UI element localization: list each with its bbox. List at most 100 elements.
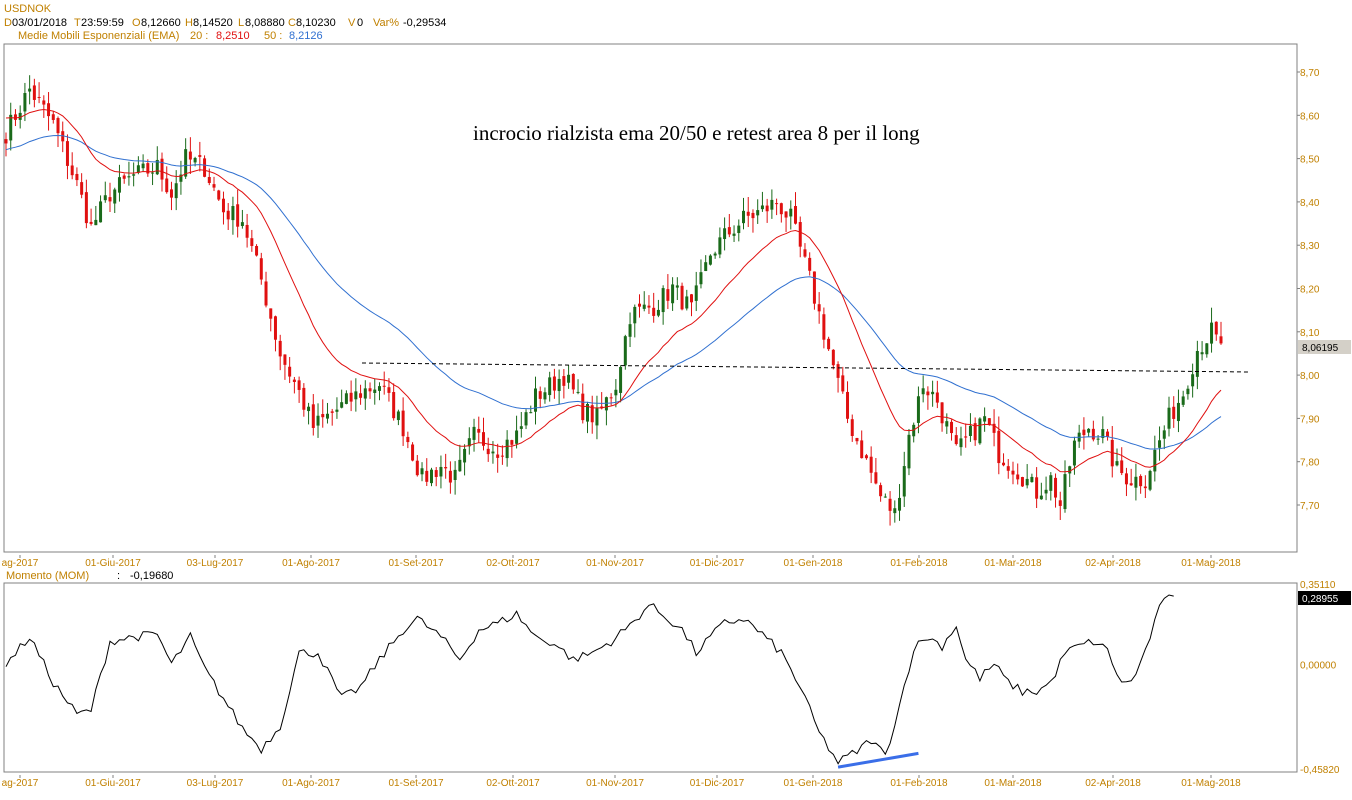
candle: [75, 167, 79, 187]
price-y-axis: 8,70 8,60 8,50 8,40 8,30 8,20 8,10 8,00 7,90 7,80…: [1297, 68, 1320, 512]
candle: [1087, 428, 1091, 437]
momentum-y-axis: 0,35110 0,00000 -0,45820: [1300, 580, 1340, 776]
candle: [1101, 416, 1105, 444]
candle: [486, 437, 490, 462]
candle: [160, 152, 164, 192]
candle: [302, 383, 306, 417]
momentum-last-label: 0,28955: [1302, 594, 1339, 605]
price-x-tick-label: 01-Mar-2018: [984, 558, 1042, 569]
candle: [983, 407, 987, 432]
price-y-tick-label: 8,10: [1300, 328, 1320, 339]
candle: [307, 402, 311, 425]
candle: [916, 386, 920, 434]
price-y-tick-label: 7,90: [1300, 414, 1320, 425]
candle: [136, 156, 140, 175]
open-value: 8,12660: [141, 17, 181, 29]
candle: [1049, 472, 1053, 501]
candle: [481, 417, 485, 451]
date-value: 03/01/2018: [12, 17, 67, 29]
candle: [122, 173, 126, 184]
candle: [1020, 476, 1024, 488]
momentum-x-tick-label: 01-Giu-2017: [85, 778, 141, 789]
price-y-tick-label: 7,80: [1300, 458, 1320, 469]
candle: [935, 380, 939, 409]
candle: [671, 277, 675, 311]
candle: [1039, 482, 1043, 500]
candle: [538, 386, 542, 409]
momentum-x-tick-label: 02-Ott-2017: [486, 778, 540, 789]
candle: [363, 380, 367, 410]
momentum-x-tick-label: 01-Mar-2018: [984, 778, 1042, 789]
momentum-label: Momento (MOM): [6, 570, 89, 582]
candle: [1176, 389, 1180, 433]
candle: [723, 217, 727, 251]
volume-value: 0: [357, 17, 363, 29]
momentum-value: -0,19680: [130, 570, 173, 582]
price-x-tick-label: 01-Dic-2017: [690, 558, 745, 569]
candle: [1011, 461, 1015, 485]
momentum-x-tick-label: 01-Mag-2018: [1181, 778, 1241, 789]
candle: [496, 443, 500, 473]
candle: [619, 365, 623, 403]
momentum-x-tick-label: 02-Apr-2018: [1085, 778, 1141, 789]
candle: [699, 259, 703, 289]
chart-header: USDNOK D 03/01/2018 T 23:59:59 O 8,12660…: [4, 3, 446, 42]
candle: [846, 381, 850, 424]
candle: [950, 419, 954, 441]
candle: [108, 182, 112, 213]
candle: [817, 292, 821, 324]
candle: [434, 467, 438, 487]
ema50-label: 50 :: [264, 30, 282, 42]
candle: [94, 205, 98, 226]
price-x-tick-label: 01-Mag-2018: [1181, 558, 1241, 569]
candle: [505, 430, 509, 467]
candle: [661, 285, 665, 325]
price-x-tick-label: 02-Apr-2018: [1085, 558, 1141, 569]
candle: [415, 454, 419, 477]
candle: [978, 417, 982, 445]
candle: [666, 274, 670, 310]
candle: [70, 152, 74, 180]
candle: [585, 401, 589, 434]
candle: [926, 386, 930, 410]
candle: [226, 203, 230, 230]
price-x-axis: ag-2017 01-Giu-2017 03-Lug-2017 01-Ago-2017…: [2, 555, 1241, 569]
candle: [382, 371, 386, 395]
candle: [151, 163, 155, 186]
candle: [1082, 417, 1086, 450]
candle: [1162, 425, 1166, 450]
candle: [779, 202, 783, 223]
candle: [1153, 435, 1157, 482]
candle: [524, 409, 528, 430]
candle: [231, 196, 235, 235]
ema50-line: [5, 134, 1222, 450]
candle: [964, 423, 968, 448]
momentum-x-tick-label: 01-Feb-2018: [890, 778, 948, 789]
candle: [278, 334, 282, 371]
candle: [325, 402, 329, 424]
price-last-badge: [1298, 340, 1351, 354]
momentum-line: [5, 594, 1174, 765]
candle: [1030, 473, 1034, 483]
low-value: 8,08880: [245, 17, 285, 29]
candle: [340, 389, 344, 409]
candle: [803, 243, 807, 258]
candle: [335, 397, 339, 419]
price-y-tick-label: 8,30: [1300, 241, 1320, 252]
candle: [439, 455, 443, 489]
candle: [590, 395, 594, 434]
candle: [61, 121, 65, 153]
candle: [132, 162, 136, 187]
candle: [1214, 321, 1218, 341]
momentum-sep: :: [117, 570, 120, 582]
candle: [864, 453, 868, 460]
candle: [997, 416, 1001, 475]
ema20-label: 20 :: [190, 30, 208, 42]
momentum-y-tick-label: 0,00000: [1300, 660, 1337, 671]
candle: [56, 116, 60, 148]
price-y-tick-label: 8,40: [1300, 198, 1320, 209]
candle: [812, 271, 816, 310]
candle: [288, 357, 292, 384]
candle: [543, 387, 547, 404]
